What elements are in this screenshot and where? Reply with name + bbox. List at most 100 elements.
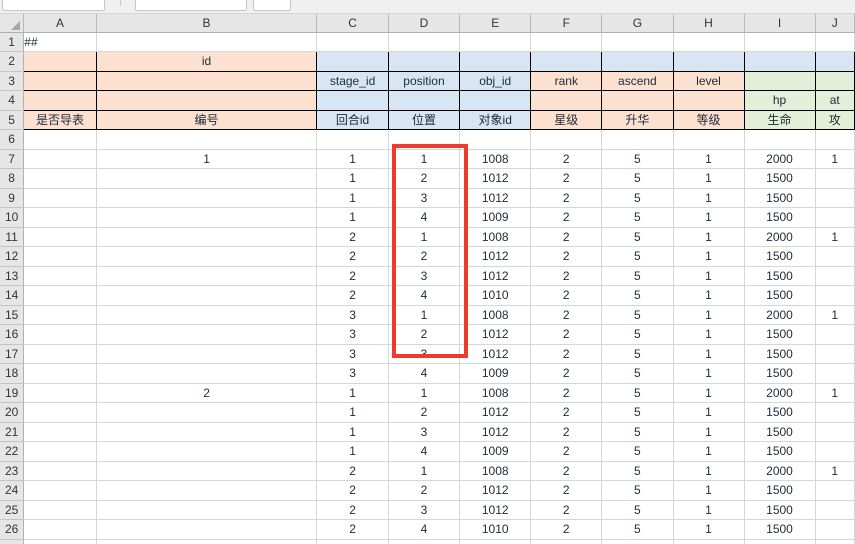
cell-G7[interactable]: 5 xyxy=(601,149,674,169)
sheet-row-23[interactable]: 23 2 1 1008 2 5 1 2000 1 xyxy=(0,461,855,481)
row-header-6[interactable]: 6 xyxy=(0,129,25,150)
cell-I3[interactable] xyxy=(743,70,816,91)
cell-D12[interactable]: 2 xyxy=(388,246,461,267)
cell-F11[interactable]: 2 xyxy=(530,227,603,247)
cell-E5[interactable]: 对象id xyxy=(459,109,532,130)
cell-B19[interactable]: 2 xyxy=(96,383,318,403)
cell-H6[interactable] xyxy=(673,129,745,150)
cell-A13[interactable] xyxy=(23,266,97,286)
cell-G3[interactable]: ascend xyxy=(601,70,674,91)
cell-A2[interactable] xyxy=(23,51,97,72)
cell-H10[interactable]: 1 xyxy=(673,207,745,228)
cell-A20[interactable] xyxy=(23,402,97,423)
cell-F16[interactable]: 2 xyxy=(530,324,603,345)
cell-I27[interactable]: 2000 xyxy=(744,539,816,544)
cell-G19[interactable]: 5 xyxy=(601,383,674,403)
cell-J10[interactable] xyxy=(815,207,855,228)
row-header-24[interactable]: 24 xyxy=(0,480,25,501)
cell-G23[interactable]: 5 xyxy=(601,461,674,481)
cell-B18[interactable] xyxy=(96,363,318,384)
cell-C20[interactable]: 1 xyxy=(316,402,389,423)
cell-J3[interactable] xyxy=(814,70,855,91)
cell-D3[interactable]: position xyxy=(387,70,461,91)
cell-E24[interactable]: 1012 xyxy=(459,480,532,501)
select-all-corner[interactable] xyxy=(0,14,25,33)
row-header-8[interactable]: 8 xyxy=(0,168,25,189)
cell-J27[interactable]: 1 xyxy=(815,539,855,544)
cell-A21[interactable] xyxy=(23,422,97,442)
cell-G10[interactable]: 5 xyxy=(601,207,674,228)
cell-H14[interactable]: 1 xyxy=(673,285,745,306)
cell-C3[interactable]: stage_id xyxy=(316,70,389,91)
cell-G5[interactable]: 升华 xyxy=(601,109,674,130)
cell-A14[interactable] xyxy=(23,285,97,306)
row-header-12[interactable]: 12 xyxy=(0,246,25,267)
cell-E20[interactable]: 1012 xyxy=(459,402,532,423)
sheet-row-5[interactable]: 5 是否导表 编号 回合id 位置 对象id 星级 升华 等级 生命攻 xyxy=(0,109,855,130)
cell-H25[interactable]: 1 xyxy=(673,500,745,520)
cell-B25[interactable] xyxy=(96,500,318,520)
sheet-row-13[interactable]: 13 2 3 1012 2 5 1 1500 xyxy=(0,266,855,286)
cell-A7[interactable] xyxy=(23,149,97,169)
cell-D7[interactable]: 1 xyxy=(388,149,461,169)
cell-G21[interactable]: 5 xyxy=(601,422,674,442)
cell-F13[interactable]: 2 xyxy=(530,266,603,286)
cell-J5[interactable]: 攻 xyxy=(814,109,855,130)
cell-A19[interactable] xyxy=(23,383,97,403)
row-header-21[interactable]: 21 xyxy=(0,422,25,442)
cell-B2[interactable]: id xyxy=(95,51,318,72)
cell-A26[interactable] xyxy=(23,519,97,540)
sheet-row-4[interactable]: 4 hp at xyxy=(0,90,855,111)
cell-H18[interactable]: 1 xyxy=(673,363,745,384)
cell-F25[interactable]: 2 xyxy=(530,500,603,520)
toolbar-button-group-2[interactable] xyxy=(135,0,247,11)
cell-H3[interactable]: level xyxy=(672,70,745,91)
cell-I6[interactable] xyxy=(744,129,816,150)
cell-C1[interactable] xyxy=(316,32,389,52)
cell-B23[interactable] xyxy=(96,461,318,481)
cell-D9[interactable]: 3 xyxy=(388,188,461,208)
cell-I2[interactable] xyxy=(743,51,816,72)
cell-A15[interactable] xyxy=(23,305,97,325)
cell-D11[interactable]: 1 xyxy=(388,227,461,247)
column-header-f[interactable]: F xyxy=(530,14,603,33)
cell-D24[interactable]: 2 xyxy=(388,480,461,501)
cell-D27[interactable]: 1 xyxy=(388,539,461,544)
cell-F20[interactable]: 2 xyxy=(530,402,603,423)
cell-H11[interactable]: 1 xyxy=(673,227,745,247)
cell-F19[interactable]: 2 xyxy=(530,383,603,403)
cell-A24[interactable] xyxy=(23,480,97,501)
cell-C9[interactable]: 1 xyxy=(316,188,389,208)
cell-F21[interactable]: 2 xyxy=(530,422,603,442)
cell-F3[interactable]: rank xyxy=(530,70,603,91)
cell-I11[interactable]: 2000 xyxy=(744,227,816,247)
cell-H22[interactable]: 1 xyxy=(673,441,745,462)
cell-D6[interactable] xyxy=(388,129,461,150)
row-header-23[interactable]: 23 xyxy=(0,461,25,481)
cell-D21[interactable]: 3 xyxy=(388,422,461,442)
row-header-19[interactable]: 19 xyxy=(0,383,25,403)
cell-J1[interactable] xyxy=(815,32,855,52)
cell-H16[interactable]: 1 xyxy=(673,324,745,345)
sheet-row-3[interactable]: 3 stage_id position obj_id rank ascend level xyxy=(0,70,855,91)
cell-F24[interactable]: 2 xyxy=(530,480,603,501)
cell-B9[interactable] xyxy=(96,188,318,208)
cell-D20[interactable]: 2 xyxy=(388,402,461,423)
cell-I17[interactable]: 1500 xyxy=(744,344,816,364)
cell-E25[interactable]: 1012 xyxy=(459,500,532,520)
cell-F6[interactable] xyxy=(530,129,603,150)
cell-E7[interactable]: 1008 xyxy=(459,149,532,169)
cell-B11[interactable] xyxy=(96,227,318,247)
cell-G27[interactable]: 5 xyxy=(601,539,674,544)
cell-D17[interactable]: 3 xyxy=(388,344,461,364)
cell-J18[interactable] xyxy=(815,363,855,384)
column-header-g[interactable]: G xyxy=(601,14,674,33)
cell-C18[interactable]: 3 xyxy=(316,363,389,384)
cell-D1[interactable] xyxy=(388,32,461,52)
cell-I9[interactable]: 1500 xyxy=(744,188,816,208)
toolbar-button-group-3[interactable] xyxy=(253,0,291,11)
cell-D13[interactable]: 3 xyxy=(388,266,461,286)
cell-H7[interactable]: 1 xyxy=(673,149,745,169)
cell-C17[interactable]: 3 xyxy=(316,344,389,364)
